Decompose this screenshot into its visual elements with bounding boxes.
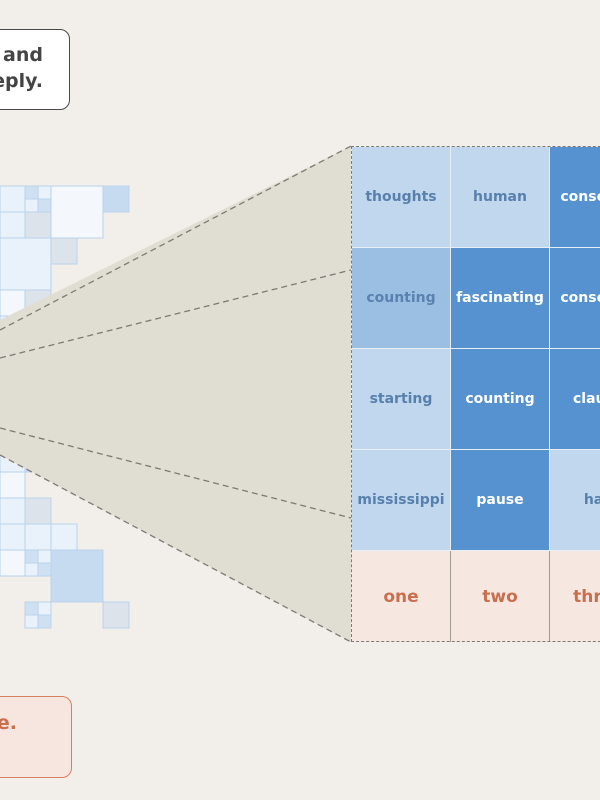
overview-cell	[0, 497, 26, 525]
overview-cell	[50, 185, 104, 239]
grid-cell: starting	[352, 349, 451, 450]
overview-cell	[0, 211, 26, 239]
overview-cell	[50, 523, 78, 551]
overview-cell	[24, 211, 52, 239]
grid-cell: counting	[352, 248, 451, 349]
grid-cell: counting	[451, 349, 550, 450]
count-cell: two	[451, 551, 550, 642]
overview-map	[0, 185, 130, 629]
grid-cell: half	[550, 450, 600, 551]
overview-cell	[24, 523, 52, 551]
overview-cell	[0, 237, 52, 291]
overview-subcell	[24, 198, 39, 213]
grid-cell: fascinating	[451, 248, 550, 349]
zoom-line-bottom	[0, 454, 352, 643]
grid-cell: thoughts	[352, 147, 451, 248]
count-cell: three	[550, 551, 600, 642]
overview-cell	[50, 549, 104, 603]
overview-cell	[102, 185, 130, 213]
callout-bottom: e.	[0, 696, 72, 778]
overview-cell	[0, 185, 26, 213]
grid-cell: pause	[451, 450, 550, 551]
overview-cell	[24, 497, 52, 525]
grid-cell: conscious	[550, 147, 600, 248]
callout-top-line1: and	[3, 44, 43, 66]
callout-top-line2: eply.	[0, 70, 43, 92]
overview-subcell	[37, 614, 52, 629]
overview-subcell	[37, 549, 52, 564]
count-cell: one	[352, 551, 451, 642]
overview-cell	[0, 523, 26, 551]
overview-subcell	[37, 601, 52, 616]
callout-bottom-line1: e.	[0, 712, 17, 734]
grid-cell: mississippi	[352, 450, 451, 551]
callout-top: and eply.	[0, 29, 70, 110]
grid-cell: conscious	[550, 248, 600, 349]
grid-cell: human	[451, 147, 550, 248]
word-grid: thoughtshumanconsciouscountingfascinatin…	[352, 147, 600, 642]
overview-subcell	[24, 549, 39, 564]
overview-subcell	[37, 185, 52, 200]
overview-subcell	[24, 185, 39, 200]
zoom-line-top	[0, 145, 352, 331]
overview-cell	[50, 237, 78, 265]
overview-subcell	[24, 614, 39, 629]
zoom-line-lower-mid	[0, 427, 352, 519]
grid-cell: claude	[550, 349, 600, 450]
overview-cell	[102, 601, 130, 629]
zoom-line-upper-mid	[0, 269, 352, 359]
overview-cell	[0, 471, 26, 499]
overview-subcell	[24, 562, 39, 577]
zoom-wedge	[0, 146, 351, 642]
overview-subcell	[24, 601, 39, 616]
overview-subcell	[37, 198, 52, 213]
overview-cell	[0, 549, 26, 577]
overview-subcell	[37, 562, 52, 577]
